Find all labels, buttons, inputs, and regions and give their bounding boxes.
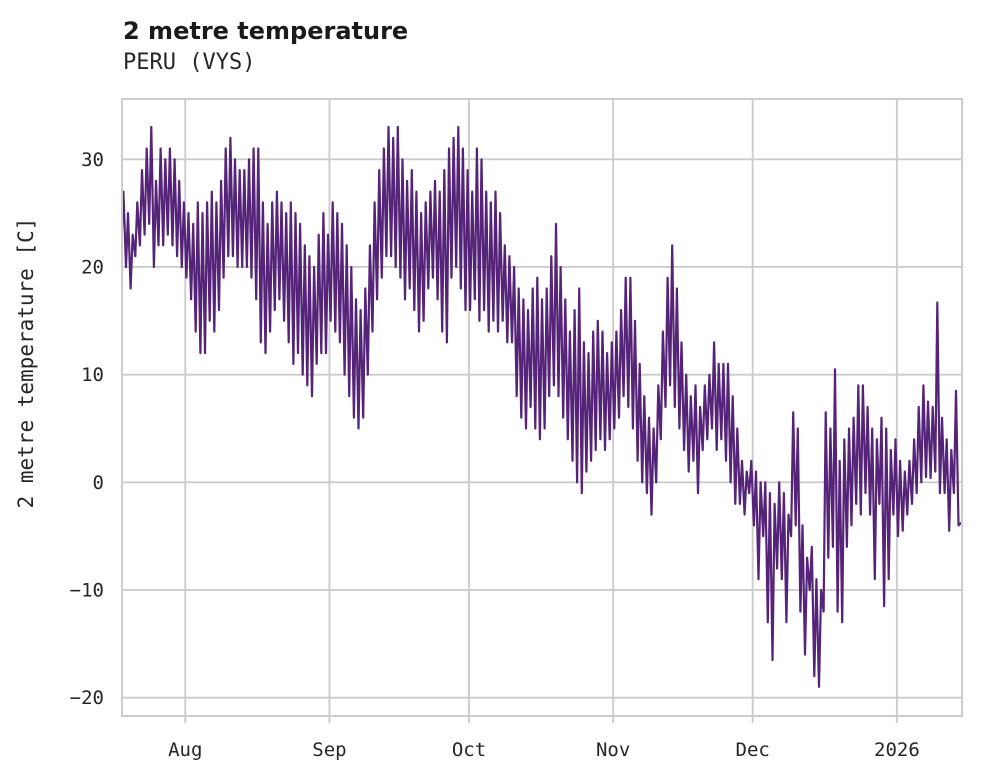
axis-ticks: 30 20 10 0 −10 −20 Aug Sep Oct Nov Dec 2026 (70, 149, 920, 761)
chart-title: 2 metre temperature (123, 17, 409, 45)
y-tick-label: 0 (93, 472, 104, 494)
x-tick-label: Oct (452, 739, 486, 761)
x-tick-label: Nov (596, 739, 630, 761)
y-tick-label: −20 (70, 687, 104, 709)
plot-frame (121, 98, 963, 717)
x-tick-label: 2026 (874, 739, 920, 761)
y-axis-label: 2 metre temperature [C] (14, 218, 38, 509)
x-tick-label: Aug (168, 739, 202, 761)
y-tick-label: 10 (81, 364, 104, 386)
temperature-series-line (122, 125, 962, 689)
chart-subtitle: PERU (VYS) (123, 50, 256, 75)
temperature-line (122, 125, 962, 689)
y-tick-label: 20 (81, 256, 104, 278)
y-tick-label: 30 (81, 149, 104, 171)
x-tick-label: Sep (312, 739, 346, 761)
y-tick-label: −10 (70, 580, 104, 602)
plot-border (121, 98, 963, 717)
x-tick-label: Dec (736, 739, 770, 761)
